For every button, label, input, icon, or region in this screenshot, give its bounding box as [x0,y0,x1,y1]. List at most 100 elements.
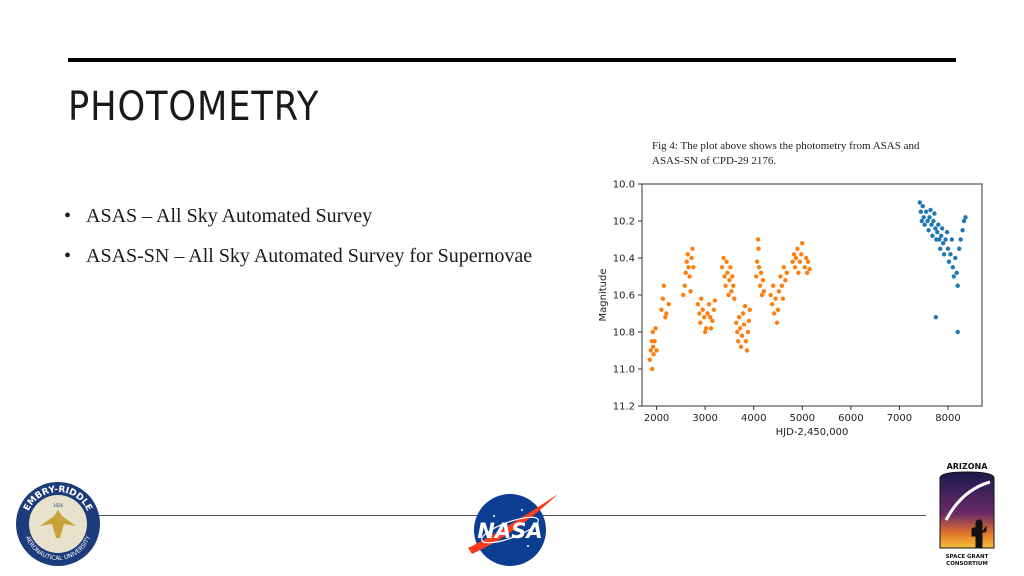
data-point [710,318,715,324]
x-axis-label: HJD-2,450,000 [776,427,849,437]
data-point [933,226,938,231]
data-point [773,296,778,301]
data-point [761,289,767,294]
data-point [803,255,809,261]
data-point [963,215,968,220]
data-point [774,320,780,325]
data-point [737,326,743,331]
data-point [650,329,655,335]
y-tick-label: 10.6 [613,291,635,302]
data-point [780,296,786,301]
data-point [697,311,702,316]
data-point [802,265,807,270]
bullet-dot: • [64,245,72,267]
data-point [775,307,781,312]
data-point [647,357,652,362]
x-tick-label: 4000 [741,413,766,424]
erau-year: 1926 [53,503,64,508]
figure-caption: Fig 4: The plot above shows the photomet… [652,140,920,167]
data-point [711,307,717,312]
slide-title: PHOTOMETRY [68,84,320,130]
data-point [753,274,759,279]
az-top-text: ARIZONA [947,462,989,471]
data-point [953,255,958,261]
data-point [951,274,957,279]
data-point [768,292,773,298]
data-point [735,339,741,344]
data-point [702,329,708,335]
data-point [652,339,657,344]
data-point [719,265,725,270]
data-point [939,233,944,238]
data-point [922,222,927,227]
data-point [754,259,760,264]
data-point [731,283,736,288]
data-point [919,218,924,224]
comet-icon [944,480,991,521]
data-point [948,252,953,257]
data-point [689,255,694,261]
y-tick-label: 10.0 [613,180,635,191]
data-point [661,283,667,288]
data-point [648,348,653,353]
data-point [688,289,693,294]
data-point [938,246,943,251]
data-point [757,283,763,288]
nasa-logo: NASA [468,494,558,566]
data-point [721,255,726,261]
y-tick-label: 10.2 [613,217,635,228]
data-point [770,283,776,288]
data-point [935,229,940,235]
data-point [807,266,812,272]
az-bottom-text-1: SPACE GRANT [946,554,989,560]
data-point [681,292,686,298]
data-point [741,322,747,327]
data-point [805,259,811,264]
data-point [701,315,707,320]
data-point [796,270,801,275]
eagle-icon [40,510,76,538]
data-point [700,307,705,312]
data-point [795,246,800,251]
data-point [739,333,745,338]
data-point [722,274,727,279]
data-point [653,326,658,331]
data-point [732,296,737,301]
data-point [650,344,656,349]
data-point [776,289,782,294]
data-point [936,222,941,227]
data-point [703,326,709,331]
data-point [791,252,797,257]
data-point [759,292,765,298]
data-point [730,274,735,279]
data-point [793,255,799,261]
data-point [758,270,764,275]
bullet-item: • ASAS-SN – All Sky Automated Survey for … [64,236,532,276]
data-point [946,259,952,264]
data-point [651,352,656,357]
data-point [961,218,967,224]
data-point [756,246,761,251]
data-point [725,270,730,275]
data-point [734,320,739,325]
data-point [928,207,933,213]
data-point [705,311,710,316]
data-point [797,259,803,264]
cactus-icon [971,519,987,549]
data-point [933,315,939,320]
data-point [960,228,965,233]
x-tick-label: 7000 [887,413,912,424]
data-point [663,315,668,320]
data-point [945,246,951,251]
data-point [727,278,732,283]
x-tick-label: 6000 [838,413,863,424]
data-point [684,259,689,264]
data-point [736,315,742,320]
data-point [746,318,752,324]
data-point [729,289,734,294]
data-point [756,265,762,270]
data-point [790,259,795,264]
data-point [708,326,714,331]
data-point [726,292,731,298]
data-point [926,228,931,233]
